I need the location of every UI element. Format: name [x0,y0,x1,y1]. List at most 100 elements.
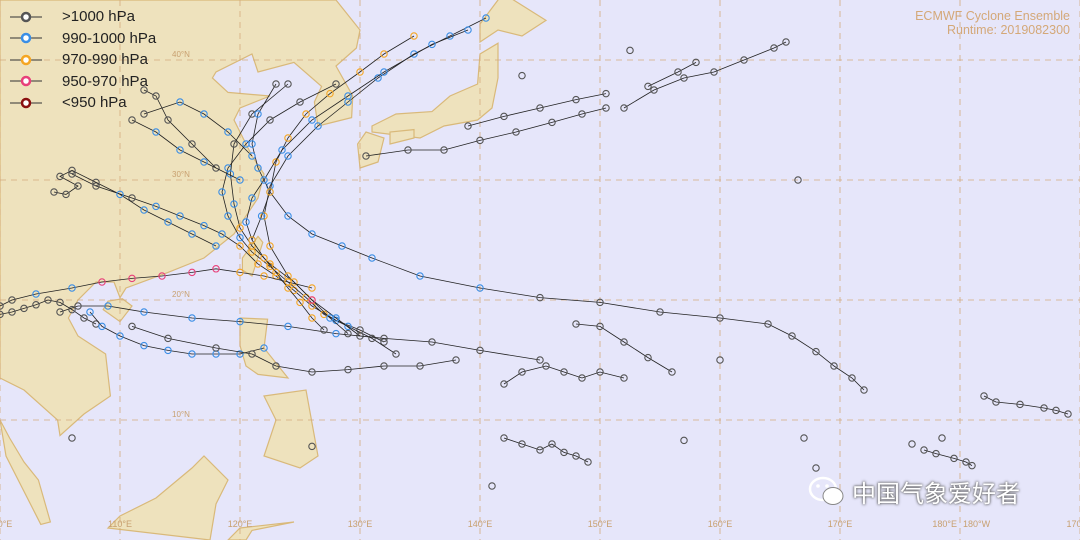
track-point [284,284,292,292]
lat-label: 20°N [172,290,190,299]
track-point [584,458,592,466]
track-line [503,365,625,385]
track-point [830,362,838,370]
track-point [368,334,376,343]
track [794,176,802,184]
track-point [236,242,244,250]
track-point [560,368,568,376]
track-point [140,341,148,350]
track-point [254,110,262,118]
track-point [500,112,508,121]
track-point [176,212,184,220]
runtime-text: Runtime: 2019082300 [946,23,1070,37]
track-point [518,71,526,80]
track [248,80,868,394]
land-hainan [102,298,133,323]
track-point [1052,406,1060,415]
track-point [284,212,292,220]
track-point [428,40,436,49]
track-point [518,440,526,448]
lon-label: 100°E [0,519,12,529]
track-point [392,350,400,358]
track-point [416,362,424,370]
lon-label: 170°E [828,519,853,529]
track-point [716,314,724,322]
track-point [248,194,256,202]
land-sulawesi [227,521,295,540]
track [938,434,946,442]
track-point [644,82,652,91]
land-honshu [371,42,499,139]
track-line [59,305,541,361]
track [920,446,976,470]
track-point [296,98,304,106]
track-point [668,368,676,376]
track-line [503,437,589,463]
track [140,86,220,172]
track-point [740,56,748,64]
track-point [50,188,58,196]
track-point [92,178,100,187]
track-point [950,454,958,463]
track-point [80,314,88,322]
track-point [128,274,136,283]
track-point [56,298,64,307]
land-visayas-mindanao [263,389,319,469]
track-point [98,322,106,331]
track-point [128,322,136,331]
track-point [56,308,64,316]
track-line [229,83,349,334]
track-point [344,92,352,100]
track-point [0,302,4,310]
track-point [602,104,610,112]
lon-label: 110°E [108,519,132,529]
track [0,296,100,328]
track [980,392,1072,418]
legend-marker-icon [10,11,42,22]
track-point [98,278,106,286]
track-point [812,347,820,356]
track-point [332,329,340,338]
track-point [164,346,172,355]
track-point [656,308,664,316]
track-point [248,152,256,160]
track-point [560,448,568,457]
legend-label: 970-990 hPa [62,51,148,69]
track-point [284,80,292,88]
track-point [992,398,1000,406]
legend-marker-icon [10,33,42,44]
track-point [644,353,652,362]
track-point [782,38,790,46]
track-point [32,301,40,309]
watermark-text: 中国气象爱好者 [852,481,1020,508]
track [242,26,472,334]
legend-label: 950-970 hPa [62,72,148,90]
track-point [380,362,388,370]
map-title: ECMWF Cyclone Ensemble Runtime: 20190823… [915,9,1070,37]
track-line [983,395,1069,415]
track [68,434,76,442]
track-line [251,35,415,241]
track-point [230,200,238,208]
track [572,320,676,376]
track-line [89,311,265,355]
track-point [368,254,376,262]
track-point [338,242,346,250]
watermark: 中国气象爱好者 [808,474,1020,509]
track-point [284,322,292,331]
track-point [518,368,526,376]
track [128,116,244,184]
track-line [245,29,469,331]
track-point [308,284,316,292]
track-point [674,68,682,76]
track-point [344,365,352,374]
track [140,98,256,160]
track-point [572,452,580,460]
track-point [68,284,76,292]
track-line [53,169,217,247]
track-point [212,242,220,250]
track-point [236,224,244,232]
track-point [278,146,286,154]
title-text: ECMWF Cyclone Ensemble [915,9,1070,23]
track-point [428,338,436,346]
